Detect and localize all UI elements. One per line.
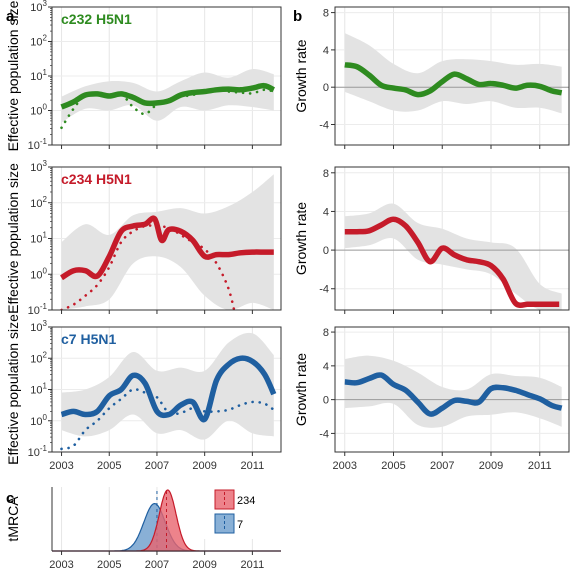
dotted-trajectory (60, 224, 236, 310)
x-tick-label: 2007 (430, 460, 454, 472)
ci-band (344, 355, 562, 428)
y-axis-label: Effective population size (5, 314, 21, 465)
y-tick-label: 8 (323, 168, 329, 180)
plot-area (60, 69, 276, 130)
panel-title: c234 H5N1 (61, 171, 132, 187)
y-tick-label: 103 (30, 319, 47, 334)
legend-label-234: 234 (237, 495, 255, 507)
y-axis-label: Growth rate (293, 39, 309, 112)
median-trajectory (344, 372, 563, 417)
y-tick-label: 100 (30, 103, 47, 118)
panel-b-3: -4 0 4 8 Growth rate (293, 6, 570, 149)
plot-area (60, 332, 277, 451)
y-tick-label: 10-1 (28, 302, 48, 317)
plot-area (60, 174, 274, 310)
y-tick-label: 4 (323, 206, 329, 218)
x-tick-label: 2009 (479, 460, 503, 472)
x-tick-label: 2011 (241, 559, 265, 571)
median-trajectory (344, 62, 563, 98)
panel-a-1: 10-1 100 101 102 103 c234 H5N1 Effective popul… (5, 159, 282, 317)
median-trajectory (344, 216, 560, 309)
median-trajectory (60, 355, 277, 423)
plots-layer: 10-1 100 101 102 103 c232 H5N1 Effective popul… (5, 0, 570, 571)
panel-b-4: -4 0 4 8 Growth rate (293, 166, 570, 314)
y-tick-label: -4 (319, 119, 329, 131)
y-axis-label: Effective population size (5, 163, 21, 314)
x-tick-label: 2005 (381, 460, 405, 472)
panel-a-0: 10-1 100 101 102 103 c232 H5N1 Effective popul… (5, 0, 282, 152)
y-tick-label: 101 (30, 382, 47, 397)
y-tick-label: 4 (323, 45, 329, 57)
x-tick-label: 2003 (49, 460, 73, 472)
median-trajectory (60, 82, 276, 110)
y-tick-label: -4 (319, 284, 329, 296)
y-tick-label: 100 (30, 413, 47, 428)
y-tick-label: 101 (30, 231, 47, 246)
panel-label-b: b (293, 8, 302, 25)
x-tick-label: 2011 (528, 460, 552, 472)
panel-border (334, 6, 570, 146)
y-tick-label: 102 (30, 195, 47, 210)
panel-border (334, 326, 570, 453)
panel-c: 2003 2005 2007 2009 2011 tMRCA 234 7 (5, 487, 284, 571)
panel-label-c: c (6, 490, 14, 507)
x-tick-label: 2005 (97, 460, 121, 472)
y-tick-label: 102 (30, 350, 47, 365)
panel-title: c7 H5N1 (61, 331, 116, 347)
x-tick-label: 2007 (145, 460, 169, 472)
plot-area (335, 355, 569, 428)
ci-band (61, 332, 274, 440)
y-tick-label: 100 (30, 266, 47, 281)
y-tick-label: 102 (30, 34, 47, 49)
x-tick-label: 2009 (192, 559, 216, 571)
y-tick-label: 10-1 (28, 137, 48, 152)
panel-border (334, 166, 570, 311)
panel-title: c232 H5N1 (61, 11, 132, 27)
x-tick-label: 2011 (241, 460, 265, 472)
panel-label-a: a (6, 8, 15, 25)
median-trajectory (60, 215, 274, 281)
y-axis-label: Growth rate (293, 202, 309, 275)
y-tick-label: 0 (323, 82, 329, 94)
y-tick-label: 103 (30, 159, 47, 174)
y-tick-label: 8 (323, 8, 329, 20)
y-tick-label: 0 (323, 245, 329, 257)
y-tick-label: 8 (323, 327, 329, 339)
y-axis-label: Effective population size (5, 0, 21, 151)
legend-label-7: 7 (237, 519, 243, 531)
y-tick-label: 4 (323, 361, 329, 373)
y-tick-label: 101 (30, 68, 47, 83)
y-axis-label: Growth rate (293, 353, 309, 426)
y-tick-label: -4 (319, 428, 329, 440)
ci-band (61, 174, 274, 310)
x-tick-label: 2003 (49, 559, 73, 571)
y-tick-label: 103 (30, 0, 47, 14)
panel-b-5: -4 0 4 8 2003 2005 2007 2009 2011 Growth rate (293, 326, 570, 472)
y-axis-label: tMRCA (5, 496, 21, 542)
plot-area (335, 33, 569, 114)
x-tick-label: 2009 (192, 460, 216, 472)
y-tick-label: 0 (323, 395, 329, 407)
panel-a-2: 10-1 100 101 102 103 2003 2005 2007 2009 2011 c7 H… (5, 314, 282, 472)
x-tick-label: 2003 (333, 460, 357, 472)
plot-area (335, 203, 569, 310)
y-tick-label: 10-1 (28, 444, 48, 459)
legend: 234 7 (204, 487, 284, 539)
x-tick-label: 2005 (97, 559, 121, 571)
x-tick-label: 2007 (145, 559, 169, 571)
ci-band (61, 69, 274, 123)
